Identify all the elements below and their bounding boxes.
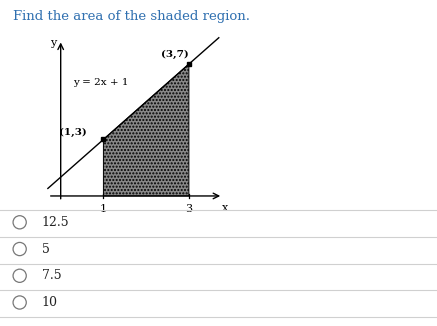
Text: Find the area of the shaded region.: Find the area of the shaded region. — [13, 10, 250, 23]
Text: y = 2x + 1: y = 2x + 1 — [73, 78, 129, 87]
Text: y: y — [50, 38, 56, 48]
Text: 7.5: 7.5 — [42, 269, 61, 282]
Text: (3,7): (3,7) — [161, 50, 189, 59]
Text: 3: 3 — [185, 204, 192, 215]
Text: x: x — [222, 202, 228, 213]
Text: (1,3): (1,3) — [59, 127, 87, 137]
Polygon shape — [104, 64, 189, 196]
Text: 10: 10 — [42, 296, 58, 309]
Text: 1: 1 — [100, 204, 107, 215]
Text: 12.5: 12.5 — [42, 216, 69, 229]
Text: 5: 5 — [42, 243, 49, 256]
